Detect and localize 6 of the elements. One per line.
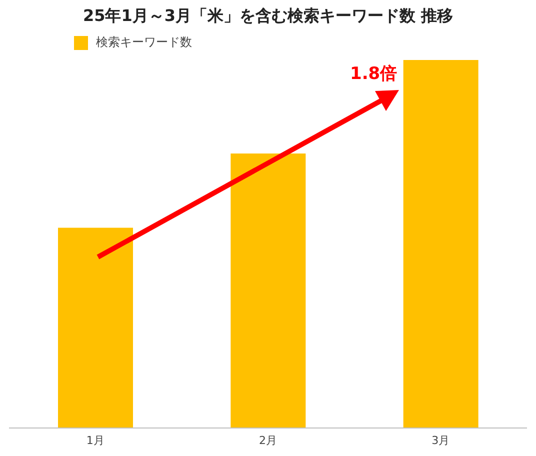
x-tick-label: 3月: [432, 434, 450, 447]
legend-label: 検索キーワード数: [95, 34, 192, 51]
x-tick-label: 2月: [259, 434, 277, 447]
chart-title: 25年1月～3月「米」を含む検索キーワード数 推移: [82, 6, 454, 27]
annotation: 1.8倍: [350, 63, 398, 85]
x-tick-label: 1月: [86, 434, 104, 447]
